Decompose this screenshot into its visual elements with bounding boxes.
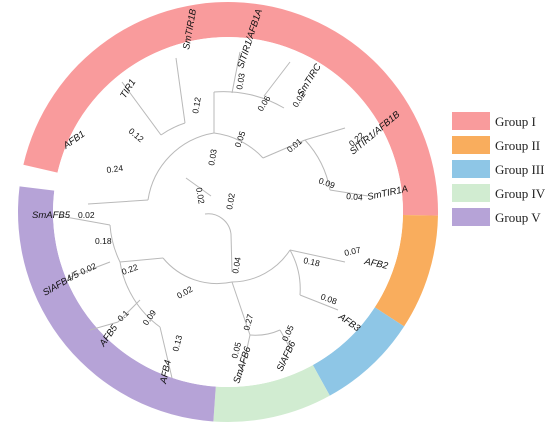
branch-length-label: 0.03 (206, 148, 219, 166)
branch-lower-sm-arc (304, 139, 331, 191)
legend-swatch-group-5 (452, 208, 490, 226)
branch-afb2 (289, 249, 346, 263)
branch-afb6-stem (231, 281, 251, 336)
branch-afb45-stem (119, 257, 164, 263)
branch-afb5 (89, 321, 119, 331)
branch-slafb6 (279, 329, 291, 349)
branch-afb-clade-arc (289, 249, 301, 296)
tree-branches (59, 51, 369, 381)
group-2-band (374, 215, 438, 327)
branch-slafb45 (67, 261, 111, 279)
legend-swatch-group-4 (452, 184, 490, 202)
legend-label-group-4: Group IV (495, 186, 546, 201)
branch-smtir1a (329, 189, 369, 197)
branch-length-label: 0.24 (106, 163, 124, 175)
branch-sltir1-afb1b (304, 127, 346, 141)
legend-label-group-5: Group V (495, 210, 541, 225)
group-ring (17, 1, 439, 422)
tree-background-disk (53, 37, 403, 387)
branch-afb3 (299, 294, 339, 311)
branch-length-label: 0.12 (190, 96, 203, 114)
branch-length-label: 0.18 (303, 255, 322, 268)
branch-upper-stem (185, 177, 212, 197)
branch-length-label: 0.04 (230, 256, 243, 274)
branch-length-label: 0.02 (78, 210, 95, 220)
branch-sltir1-afb1a (231, 51, 241, 94)
legend-swatch-group-1 (452, 112, 490, 130)
branch-smtirc (263, 61, 291, 97)
legend-swatch-group-3 (452, 160, 490, 178)
leaf-label-smafb5: SmAFB5 (32, 210, 71, 221)
branch-length-label: 0.13 (170, 334, 184, 353)
branch-afb5-stem (117, 299, 141, 323)
branch-length-label: 0.05 (229, 341, 243, 360)
group-5-band (17, 186, 216, 422)
branch-tir-arc (160, 122, 186, 136)
legend-swatch-group-2 (452, 136, 490, 154)
branch-length-label: 0.02 (224, 192, 237, 210)
branch-afb1 (87, 199, 149, 205)
branch-lower-sm-stem (262, 139, 306, 159)
group-3-band (312, 307, 405, 396)
branch-length-label: 0.03 (234, 72, 247, 90)
legend-label-group-3: Group III (495, 162, 544, 177)
branch-lower-stem (230, 233, 233, 273)
group-1-band (23, 1, 439, 216)
branch-length-label: 0.02 (194, 187, 207, 205)
branch-length-label: 0.27 (241, 313, 255, 332)
branch-length-label: 0.07 (343, 245, 362, 258)
branch-length-label: 0.04 (346, 191, 364, 202)
leaf-label-afb4: AFB4 (158, 359, 174, 386)
branch-root-arc (204, 213, 232, 235)
branch-smtir1b (175, 57, 186, 124)
branch-smafb5 (59, 215, 111, 226)
branch-afb6-arc (249, 329, 281, 336)
legend-label-group-2: Group II (495, 138, 540, 153)
branch-length-label: 0.18 (95, 236, 112, 246)
branch-upper-arc (147, 132, 215, 201)
branch-tir1 (121, 81, 162, 136)
legend: Group I Group II Group III Group IV Grou… (452, 112, 546, 226)
branch-smafb6 (239, 334, 251, 381)
branch-upper-right-connector (213, 132, 264, 159)
branch-afb45-arc (119, 261, 161, 328)
branch-sm-clade-arc (213, 91, 285, 109)
branch-afb45-inner-arc (109, 224, 121, 263)
leaf-label-afb2: AFB2 (362, 256, 389, 272)
branch-lower-arc (162, 249, 291, 285)
group-4-band (213, 365, 330, 422)
branch-afb4 (159, 326, 173, 379)
legend-label-group-1: Group I (495, 114, 536, 129)
